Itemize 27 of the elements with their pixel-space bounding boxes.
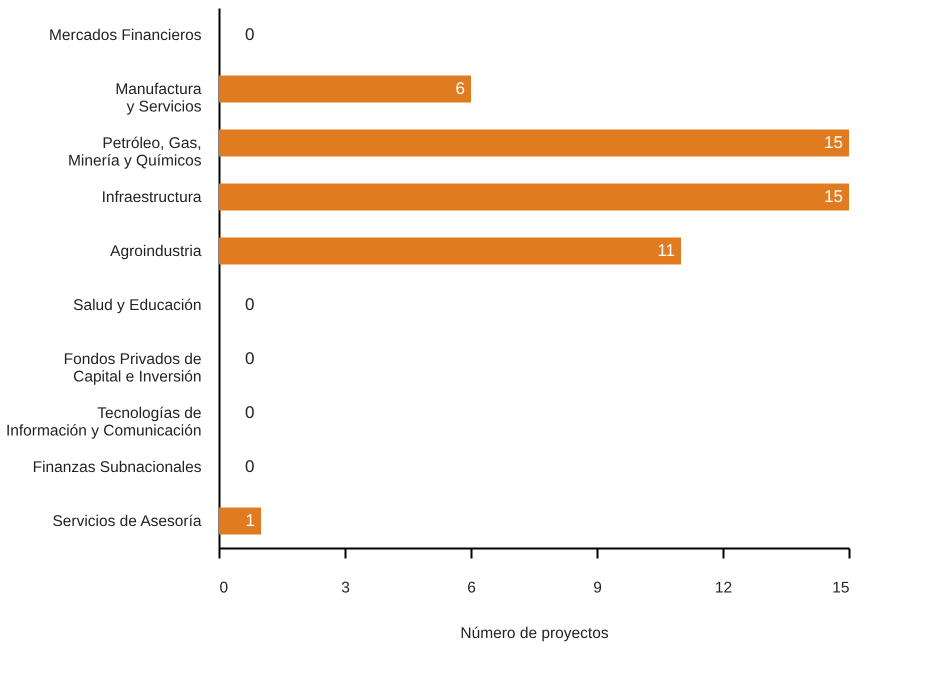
y-tick-label: Agroindustria	[110, 243, 202, 260]
y-tick-label: Fondos Privados de Capital e Inversión	[64, 351, 202, 386]
x-tick-label: 3	[341, 580, 350, 596]
data-label: 6	[456, 79, 465, 98]
x-tick-label: 12	[714, 580, 732, 596]
y-tick-label: Manufactura y Servicios	[115, 81, 202, 116]
y-tick-label: Petróleo, Gas, Minería y Químicos	[68, 135, 202, 170]
data-label: 0	[245, 295, 254, 314]
data-label: 0	[245, 25, 254, 44]
x-axis-title: Número de proyectos	[460, 625, 609, 642]
data-label: 15	[824, 133, 843, 152]
y-tick-label: Servicios de Asesoría	[52, 513, 202, 530]
y-tick-label: Finanzas Subnacionales	[32, 459, 202, 476]
x-tick-label: 9	[593, 580, 602, 596]
data-label: 11	[657, 241, 675, 260]
y-tick-label: Salud y Educación	[73, 297, 202, 314]
y-tick-label: Mercados Financieros	[49, 27, 202, 44]
data-label: 0	[245, 349, 254, 368]
data-label: 0	[245, 457, 254, 476]
data-label: 15	[824, 187, 843, 206]
x-tick-label: 0	[220, 580, 228, 596]
data-label: 0	[245, 403, 254, 422]
y-tick-label: Infraestructura	[102, 189, 202, 206]
x-tick-label: 15	[832, 580, 850, 596]
data-label: 1	[246, 511, 255, 530]
y-tick-label: Tecnologías de Información y Comunicación	[6, 405, 202, 440]
x-tick-label: 6	[467, 580, 476, 596]
